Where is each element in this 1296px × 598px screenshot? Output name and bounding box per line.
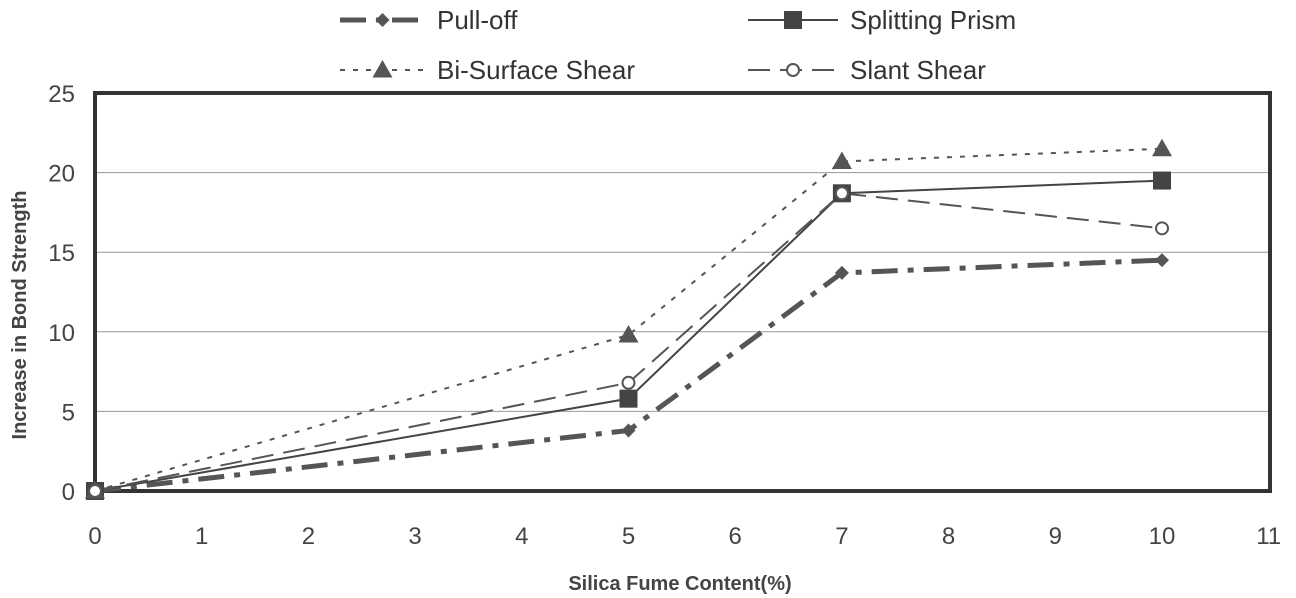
legend-label: Splitting Prism: [850, 5, 1016, 35]
legend-label: Pull-off: [437, 5, 518, 35]
series-markers: [85, 138, 1172, 500]
y-tick-labels: 0 5 10 15 20 25: [48, 81, 75, 506]
data-point: [834, 265, 849, 280]
data-point: [88, 484, 102, 498]
x-tick-label: 9: [1049, 523, 1062, 550]
y-tick-label: 0: [62, 479, 75, 506]
data-point: [618, 324, 639, 343]
data-point: [1155, 221, 1169, 236]
data-point: [619, 389, 638, 408]
x-tick-label: 7: [835, 523, 848, 550]
series-line: [94, 147, 1163, 492]
legend-entry: Bi-Surface Shear: [340, 55, 635, 85]
y-tick-label: 10: [48, 320, 75, 347]
y-tick-label: 5: [62, 399, 75, 426]
y-tick-label: 20: [48, 161, 75, 188]
x-tick-label: 10: [1149, 523, 1176, 550]
x-tick-label: 6: [729, 523, 742, 550]
data-point: [831, 151, 852, 169]
y-axis-title: Increase in Bond Strength: [9, 191, 31, 440]
x-tick-labels: 0 1 2 3 4 5 6 7 8 9 10 11: [88, 523, 1281, 550]
legend-entry: Pull-off: [340, 5, 518, 35]
legend-marker: [372, 60, 393, 78]
x-tick-label: 8: [942, 523, 955, 550]
x-axis-title: Silica Fume Content(%): [568, 573, 791, 595]
x-tick-label: 2: [302, 523, 315, 550]
x-tick-label: 1: [195, 523, 208, 550]
grid-lines: [95, 172, 1270, 412]
y-tick-label: 25: [48, 81, 75, 108]
series-line: [94, 257, 1163, 494]
data-point: [621, 423, 636, 438]
data-point: [621, 375, 636, 390]
x-tick-label: 11: [1256, 523, 1281, 550]
legend-entry: Slant Shear: [748, 55, 986, 85]
series-line: [94, 192, 1163, 492]
legend-label: Bi-Surface Shear: [437, 55, 635, 85]
legend-marker: [786, 63, 800, 77]
data-point: [1155, 253, 1169, 268]
x-tick-label: 0: [88, 523, 101, 550]
x-tick-label: 3: [408, 523, 421, 550]
legend-marker: [784, 11, 802, 29]
x-tick-label: 4: [515, 523, 528, 550]
legend-label: Slant Shear: [850, 55, 986, 85]
series-line: [94, 179, 1163, 492]
series-lines: [94, 147, 1163, 494]
data-point: [834, 186, 849, 201]
legend-entry: Splitting Prism: [748, 5, 1016, 35]
x-tick-label: 5: [622, 523, 635, 550]
legend-marker: [375, 13, 390, 27]
data-point: [1153, 171, 1171, 190]
data-point: [1152, 138, 1172, 157]
legend: Pull-off Splitting Prism Bi-Surface Shear S…: [340, 5, 1016, 85]
plot-frame: [93, 91, 1272, 493]
y-tick-label: 15: [48, 240, 75, 267]
